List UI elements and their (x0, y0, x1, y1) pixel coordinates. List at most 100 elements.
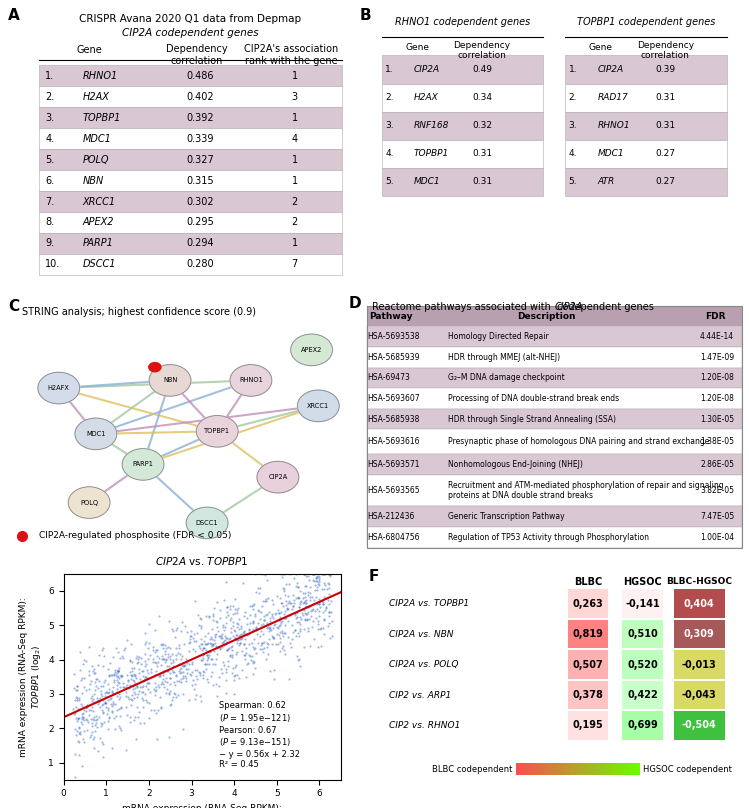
Text: 0.280: 0.280 (187, 259, 214, 269)
Point (107, 650, 119, 663)
Point (106, 687, 118, 700)
Point (206, 666, 218, 679)
Point (308, 574, 320, 587)
Text: TOPBP1: TOPBP1 (204, 428, 230, 435)
Point (139, 659, 151, 672)
Point (106, 704, 118, 717)
Point (107, 695, 119, 708)
Point (226, 643, 238, 656)
Point (86, 689, 98, 702)
Point (248, 642, 260, 655)
Point (72, 713, 84, 726)
Point (78, 672, 90, 685)
Point (306, 591, 318, 604)
Point (162, 659, 174, 672)
Text: 4.: 4. (45, 134, 55, 144)
Point (198, 666, 210, 679)
Point (280, 577, 292, 590)
FancyBboxPatch shape (610, 763, 612, 776)
Point (131, 650, 143, 663)
Point (222, 660, 234, 673)
Point (70, 729, 82, 742)
Point (320, 601, 332, 614)
Point (139, 654, 151, 667)
Point (216, 631, 228, 644)
Point (238, 638, 250, 650)
Point (260, 594, 272, 607)
Point (144, 686, 156, 699)
Point (75, 715, 87, 728)
Point (203, 610, 215, 623)
Point (109, 665, 121, 678)
Point (130, 652, 142, 665)
Point (313, 604, 325, 617)
Point (97, 649, 109, 662)
Point (299, 596, 311, 609)
Point (308, 633, 320, 646)
Point (264, 665, 276, 678)
Point (197, 665, 209, 678)
Point (148, 656, 160, 669)
Point (94, 691, 106, 704)
Point (313, 597, 325, 610)
Y-axis label: mRNA expression (RNA-Seq RPKM):
$\it{TOPBP1}$ (log$_2$): mRNA expression (RNA-Seq RPKM): $\it{TOP… (19, 597, 43, 756)
Point (227, 620, 239, 633)
Point (300, 596, 312, 609)
Point (225, 649, 237, 662)
FancyBboxPatch shape (565, 140, 727, 168)
Point (70, 679, 82, 692)
Point (153, 652, 165, 665)
Point (195, 638, 207, 651)
Point (89, 684, 101, 696)
Text: 0.295: 0.295 (187, 217, 214, 228)
Point (125, 672, 137, 685)
Point (313, 579, 325, 591)
Point (257, 646, 269, 659)
Point (258, 613, 270, 626)
Point (264, 612, 276, 625)
Point (88, 705, 100, 718)
Point (204, 630, 216, 643)
Text: 0.32: 0.32 (472, 121, 492, 130)
Point (163, 730, 175, 743)
FancyBboxPatch shape (622, 620, 663, 648)
Point (229, 661, 241, 674)
Point (285, 567, 297, 580)
Point (184, 667, 196, 680)
FancyBboxPatch shape (673, 620, 724, 648)
FancyBboxPatch shape (577, 763, 580, 776)
Point (278, 583, 290, 595)
Point (275, 616, 287, 629)
Point (154, 690, 166, 703)
Point (249, 661, 261, 674)
FancyBboxPatch shape (622, 763, 624, 776)
Point (260, 592, 272, 605)
Text: APEX2: APEX2 (301, 347, 322, 353)
Point (200, 609, 212, 622)
Point (218, 638, 230, 651)
FancyBboxPatch shape (539, 763, 541, 776)
Point (324, 567, 336, 580)
Point (145, 704, 157, 717)
Point (170, 669, 182, 682)
Point (92, 693, 104, 706)
Point (297, 640, 309, 653)
FancyBboxPatch shape (562, 763, 564, 776)
Point (79, 735, 91, 748)
Point (173, 664, 185, 677)
Point (97, 675, 109, 688)
Point (147, 653, 159, 666)
Point (188, 628, 200, 641)
Point (317, 598, 329, 611)
Point (202, 675, 214, 688)
Point (293, 592, 305, 605)
Point (210, 648, 222, 661)
Point (273, 619, 285, 632)
Text: 0.327: 0.327 (187, 154, 214, 165)
Point (294, 585, 306, 598)
Text: NBN: NBN (82, 175, 103, 186)
Point (115, 701, 127, 713)
Point (273, 607, 285, 620)
Point (297, 608, 309, 621)
Point (208, 602, 220, 615)
